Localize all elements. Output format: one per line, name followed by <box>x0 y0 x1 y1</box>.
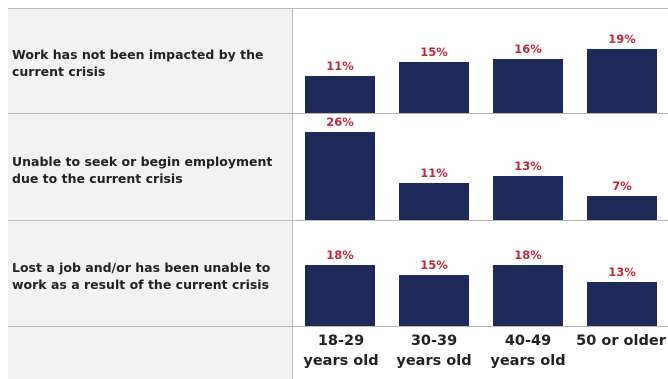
category-label-30-39: 30-39 years old <box>396 333 472 369</box>
row-label-column <box>8 8 292 327</box>
bar-row2-col3 <box>493 176 563 220</box>
row-label-not-impacted: Work has not been impacted by the curren… <box>12 47 264 79</box>
bar-row3-col1 <box>305 265 375 326</box>
category-label-18-29: 18-29 years old <box>303 333 379 369</box>
bar-row1-col2 <box>399 62 469 113</box>
bar-row3-col4 <box>587 282 657 326</box>
value-label-row3-col4: 13% <box>608 265 636 279</box>
grid-line-top <box>8 8 668 9</box>
value-label-row1-col1: 11% <box>326 58 354 73</box>
value-label-row1-col3: 16% <box>514 41 542 56</box>
grid-line-row-1 <box>8 113 668 114</box>
category-label-column <box>8 327 292 379</box>
value-label-row3-col2: 15% <box>420 258 448 273</box>
value-label-row2-col3: 13% <box>514 159 542 173</box>
value-label-row2-col4: 7% <box>612 179 632 194</box>
bar-row1-col3 <box>493 58 563 113</box>
bar-row1-col4 <box>587 48 657 113</box>
value-label-row1-col4: 19% <box>608 31 636 46</box>
row-label-unable-to-seek: Unable to seek or begin employment due t… <box>12 154 273 186</box>
row-label-lost-job: Lost a job and/or has been unable to wor… <box>12 260 271 292</box>
bar-row3-col3 <box>493 265 563 326</box>
value-label-row2-col2: 11% <box>420 165 448 180</box>
column-divider <box>292 8 293 379</box>
bar-row2-col2 <box>399 182 469 220</box>
bar-row3-col2 <box>399 275 469 326</box>
grid-line-row-2 <box>8 220 668 221</box>
bar-row2-col1 <box>305 132 375 220</box>
value-label-row3-col1: 18% <box>326 248 354 263</box>
grid-line-row-3 <box>8 326 668 327</box>
bar-row2-col4 <box>587 196 657 220</box>
value-label-row3-col3: 18% <box>514 248 542 263</box>
category-label-50-plus: 50 or older <box>576 333 666 349</box>
value-label-row2-col1: 26% <box>326 115 354 129</box>
value-label-row1-col2: 15% <box>420 45 448 60</box>
category-label-40-49: 40-49 years old <box>490 333 566 369</box>
bar-row1-col1 <box>305 75 375 113</box>
